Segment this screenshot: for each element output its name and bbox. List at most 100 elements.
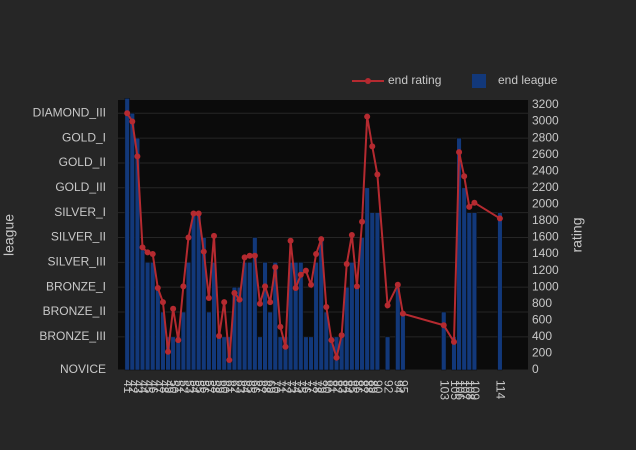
line-point — [216, 333, 223, 340]
x-tick-label: 57 — [203, 380, 217, 394]
line-point — [399, 310, 406, 317]
line-point — [144, 249, 151, 256]
bar — [293, 262, 299, 371]
bar — [277, 336, 283, 371]
x-tick-label: 50 — [167, 380, 181, 394]
line-point — [287, 237, 294, 244]
bar — [216, 336, 222, 371]
line-point — [466, 203, 473, 210]
bar — [374, 212, 380, 371]
line-point — [200, 248, 207, 255]
x-tick-label: 64 — [238, 380, 252, 394]
bar — [354, 286, 360, 371]
x-tick-label: 54 — [187, 380, 201, 394]
line-point — [277, 323, 284, 330]
x-tick-label: 95 — [397, 380, 411, 394]
x-tick-label: 62 — [228, 380, 242, 394]
line-point — [440, 322, 447, 329]
legend-marker — [365, 78, 371, 84]
x-tick-label: 79 — [315, 380, 329, 394]
line-point — [221, 299, 228, 306]
x-tick-label: 53 — [182, 380, 196, 394]
line-point — [353, 283, 360, 290]
x-tick-label: 60 — [218, 380, 232, 394]
x-tick-label: 85 — [346, 380, 360, 394]
line-point — [338, 332, 345, 339]
bar — [359, 237, 365, 371]
line-point — [124, 110, 131, 117]
x-tick-label: 103 — [438, 380, 452, 400]
x-tick-label: 69 — [264, 380, 278, 394]
bar — [395, 286, 401, 371]
line-point — [496, 215, 503, 222]
line-point — [328, 337, 335, 344]
bar — [155, 286, 161, 371]
bar — [308, 336, 314, 371]
x-tick-label: 108 — [463, 380, 477, 400]
x-tick-label: 109 — [468, 380, 482, 400]
x-tick-label: 43 — [131, 380, 145, 394]
y2-tick-label: 800 — [532, 296, 552, 310]
line-point — [292, 285, 299, 292]
line-point — [318, 236, 325, 243]
x-tick-label: 71 — [274, 380, 288, 394]
line-point — [369, 143, 376, 150]
line-point — [374, 171, 381, 178]
line-point — [267, 299, 274, 306]
line-point — [159, 299, 166, 306]
x-tick-label: 67 — [254, 380, 268, 394]
x-tick-label: 56 — [198, 380, 212, 394]
y2-tick-label: 1800 — [532, 213, 559, 227]
y-tick-label: GOLD_I — [62, 130, 106, 144]
x-tick-label: 106 — [453, 380, 467, 400]
y2-tick-label: 1000 — [532, 279, 559, 293]
bar — [272, 262, 278, 371]
x-tick-label: 86 — [351, 380, 365, 394]
x-tick-label: 70 — [269, 380, 283, 394]
bar — [313, 262, 319, 371]
x-tick-label: 80 — [320, 380, 334, 394]
line-point — [134, 153, 141, 160]
line-point — [165, 348, 172, 355]
x-tick-label: 63 — [233, 380, 247, 394]
line-point — [333, 354, 340, 361]
y2-tick-label: 0 — [532, 362, 539, 376]
line-point — [251, 252, 258, 259]
bar — [349, 262, 355, 371]
x-tick-label: 61 — [223, 380, 237, 394]
y2-tick-label: 3000 — [532, 114, 559, 128]
bar — [150, 262, 156, 371]
line — [126, 112, 501, 362]
bar — [236, 286, 243, 371]
y-tick-label: GOLD_III — [55, 180, 106, 194]
line-point — [272, 264, 279, 271]
bar — [385, 336, 391, 371]
y-tick-label: SILVER_I — [54, 205, 106, 219]
x-tick-label: 83 — [335, 380, 349, 394]
y2-tick-label: 1600 — [532, 230, 559, 244]
x-tick-label: 78 — [310, 380, 324, 394]
bar — [139, 249, 146, 371]
bar — [471, 212, 477, 371]
x-tick-label: 49 — [162, 380, 176, 394]
x-tick-label: 84 — [341, 380, 355, 394]
bar — [145, 262, 151, 371]
x-tick-label: 42 — [126, 380, 140, 394]
line-point — [343, 260, 350, 267]
y-tick-label: DIAMOND_III — [33, 105, 106, 119]
line-point — [359, 218, 366, 225]
line-point — [139, 244, 146, 251]
line-point — [195, 210, 202, 217]
x-tick-label: 52 — [177, 380, 191, 394]
line-point — [170, 305, 177, 312]
bar — [129, 113, 135, 371]
bar — [247, 262, 253, 371]
line-point — [175, 337, 182, 344]
y-tick-label: BRONZE_II — [43, 304, 106, 318]
bar — [461, 187, 467, 371]
x-tick-label: 44 — [136, 380, 150, 394]
bar — [400, 311, 406, 371]
bar — [160, 311, 166, 371]
y2-tick-label: 600 — [532, 312, 552, 326]
legend-label: end rating — [388, 73, 441, 87]
